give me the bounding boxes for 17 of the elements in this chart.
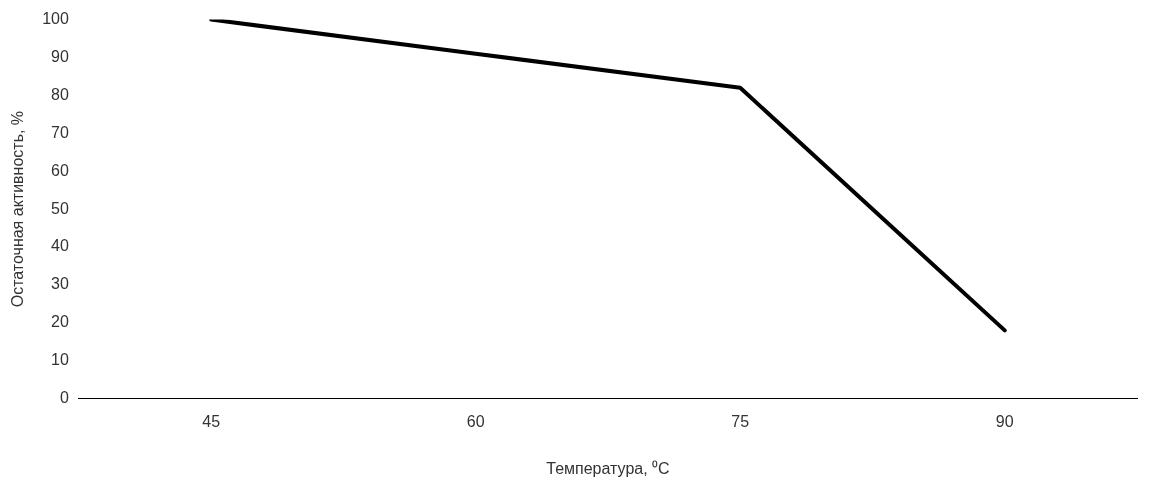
y-tick-label: 70 (51, 123, 69, 141)
x-tick-label: 60 (466, 412, 485, 430)
x-tick-label: 90 (995, 412, 1014, 430)
x-axis-title: Температура, ⁰С (546, 459, 670, 477)
y-tick-label: 40 (51, 237, 69, 255)
y-tick-label: 50 (51, 199, 69, 217)
y-tick-label: 0 (59, 389, 69, 407)
x-tick-label: 75 (731, 412, 750, 430)
y-tick-label: 20 (51, 313, 69, 331)
y-tick-label: 80 (51, 85, 69, 103)
y-tick-label: 60 (51, 161, 69, 179)
y-tick-label: 30 (51, 275, 69, 293)
y-tick-label: 10 (51, 351, 69, 369)
x-tick-label: 45 (202, 412, 221, 430)
y-axis-title: Остаточная активность, % (9, 110, 27, 308)
y-tick-label: 90 (51, 47, 69, 65)
y-tick-label: 100 (42, 10, 69, 28)
